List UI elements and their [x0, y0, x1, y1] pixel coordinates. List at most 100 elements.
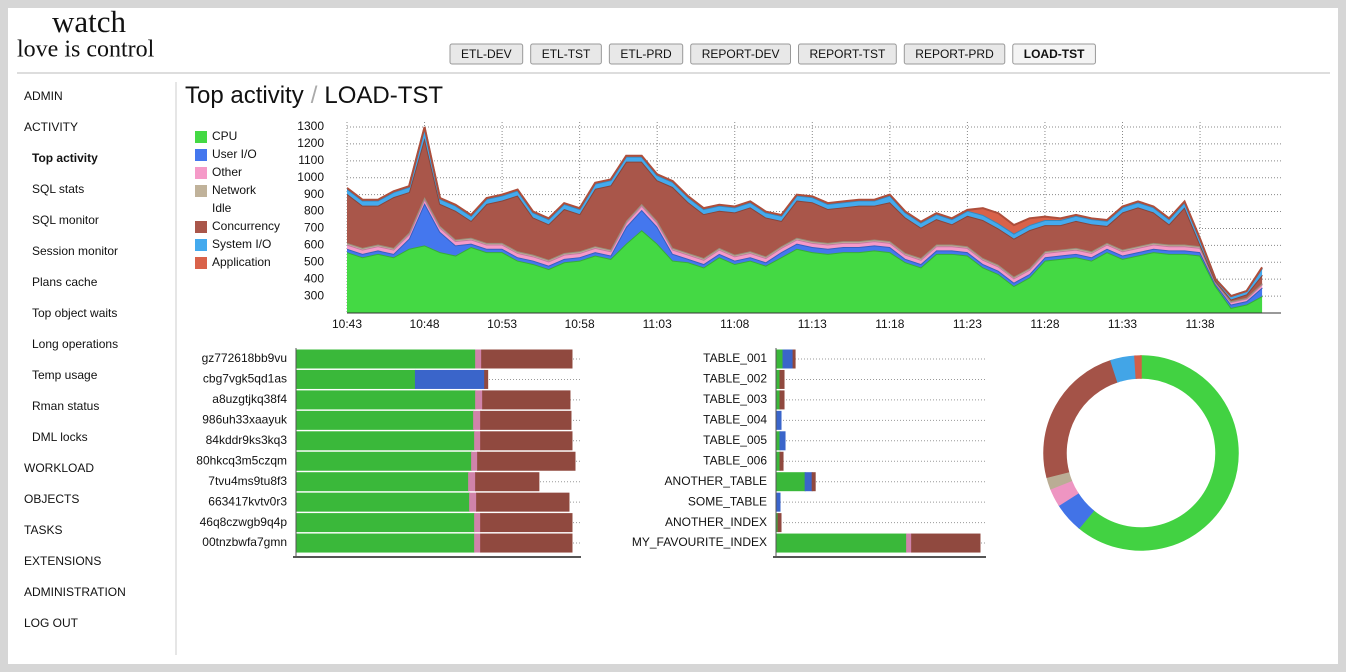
nav-item[interactable]: WORKLOAD: [24, 461, 94, 475]
x-tick-label: 11:03: [643, 317, 672, 331]
area-stack: [347, 126, 1263, 313]
nav-subitem[interactable]: Session monitor: [32, 244, 118, 258]
nav-item[interactable]: EXTENSIONS: [24, 554, 101, 568]
env-button-label[interactable]: ETL-DEV: [461, 47, 512, 61]
bar-segment: [475, 349, 483, 369]
bar-segment: [906, 533, 913, 553]
nav-subitem[interactable]: Plans cache: [32, 275, 98, 289]
logo: watch: [52, 4, 127, 39]
nav-item[interactable]: ADMINISTRATION: [24, 585, 126, 599]
bar-segment: [776, 472, 806, 492]
legend-swatch: [195, 239, 207, 251]
y-tick-label: 600: [304, 238, 324, 252]
bar-segment: [296, 451, 473, 471]
nav-item[interactable]: TASKS: [24, 523, 62, 537]
legend-label: CPU: [212, 129, 237, 143]
bar-label: 663417kvtv0r3: [208, 494, 287, 508]
nav-subitem[interactable]: Long operations: [32, 337, 118, 351]
bar-label: 46q8czwgb9q4p: [200, 515, 288, 529]
env-button[interactable]: LOAD-TST: [1012, 43, 1096, 65]
y-tick-label: 1300: [297, 119, 324, 133]
nav-item[interactable]: OBJECTS: [24, 492, 79, 506]
env-button-label[interactable]: ETL-PRD: [620, 47, 672, 61]
bar-segment: [474, 431, 482, 451]
bar-segment: [475, 390, 484, 410]
env-button-label[interactable]: REPORT-PRD: [915, 47, 994, 61]
bar-label: TABLE_002: [703, 372, 767, 386]
bar-segment: [296, 533, 476, 553]
legend-label: Network: [212, 183, 257, 197]
env-button-bg: [530, 43, 602, 65]
bar-segment: [480, 431, 573, 451]
env-button[interactable]: ETL-DEV: [449, 43, 524, 65]
bar-label: TABLE_005: [703, 433, 767, 447]
env-button[interactable]: REPORT-DEV: [690, 43, 791, 65]
bar-label: gz772618bb9vu: [202, 351, 287, 365]
legend-swatch: [195, 185, 207, 197]
y-tick-label: 400: [304, 271, 324, 285]
x-tick-label: 11:08: [720, 317, 749, 331]
x-tick-label: 11:28: [1030, 317, 1059, 331]
bar-segment: [779, 390, 785, 410]
env-button[interactable]: REPORT-PRD: [903, 43, 1006, 65]
bar-label: 986uh33xaayuk: [202, 413, 288, 427]
bar-label: ANOTHER_INDEX: [665, 515, 767, 529]
nav-subitem[interactable]: Top object waits: [32, 306, 117, 320]
bar-label: SOME_TABLE: [688, 494, 767, 508]
x-tick-label: 11:38: [1185, 317, 1214, 331]
nav-subitem[interactable]: Top activity: [32, 151, 98, 165]
env-button[interactable]: REPORT-TST: [798, 43, 897, 65]
x-tick-label: 11:13: [798, 317, 827, 331]
bar-segment: [779, 451, 784, 471]
bar-segment: [779, 431, 786, 451]
bar-segment: [480, 513, 573, 533]
env-button-label[interactable]: REPORT-TST: [810, 47, 886, 61]
env-button[interactable]: ETL-TST: [530, 43, 602, 65]
y-tick-label: 900: [304, 187, 324, 201]
nav-item[interactable]: ACTIVITY: [24, 120, 78, 134]
nav-subitem[interactable]: DML locks: [32, 430, 88, 444]
env-button-label[interactable]: LOAD-TST: [1024, 47, 1085, 61]
legend-label: Idle: [212, 201, 232, 215]
nav-subitem[interactable]: SQL stats: [32, 182, 84, 196]
x-tick-label: 11:18: [875, 317, 904, 331]
area: [347, 137, 1263, 302]
bar-label: TABLE_001: [703, 351, 767, 365]
env-button-bg: [449, 43, 524, 65]
nav-subitem[interactable]: Temp usage: [32, 368, 98, 382]
bar-label: TABLE_006: [703, 453, 767, 467]
env-button-bg: [798, 43, 897, 65]
x-tick-label: 10:58: [565, 317, 595, 331]
bar-segment: [296, 472, 470, 492]
y-tick-label: 700: [304, 221, 324, 235]
bar-segment: [471, 451, 479, 471]
legend-label: Other: [212, 165, 242, 179]
legend-swatch: [195, 149, 207, 161]
bar-segment: [480, 533, 573, 553]
env-button-label[interactable]: ETL-TST: [542, 47, 591, 61]
nav-subitem[interactable]: SQL monitor: [32, 213, 99, 227]
env-button[interactable]: ETL-PRD: [608, 43, 684, 65]
bar-segment: [480, 410, 572, 430]
legend-label: System I/O: [212, 237, 271, 251]
bar-segment: [474, 533, 482, 553]
nav-subitem[interactable]: Rman status: [32, 399, 99, 413]
title-target: LOAD-TST: [324, 82, 443, 109]
area-edge: [347, 126, 1263, 298]
bar-label: 84kddr9ks3kq3: [206, 433, 288, 447]
bar-label: ANOTHER_TABLE: [665, 474, 767, 488]
legend-swatch: [195, 131, 207, 143]
x-tick-label: 11:23: [953, 317, 982, 331]
bar-segment: [477, 451, 576, 471]
env-button-bg: [1012, 43, 1096, 65]
env-button-label[interactable]: REPORT-DEV: [702, 47, 780, 61]
y-tick-label: 800: [304, 204, 324, 218]
title-main: Top activity: [185, 82, 304, 109]
y-tick-label: 300: [304, 288, 324, 302]
bar-segment: [296, 369, 416, 389]
bar-segment: [776, 492, 781, 512]
nav-item[interactable]: LOG OUT: [24, 616, 79, 630]
nav-item[interactable]: ADMIN: [24, 89, 63, 103]
bar-segment: [804, 472, 813, 492]
